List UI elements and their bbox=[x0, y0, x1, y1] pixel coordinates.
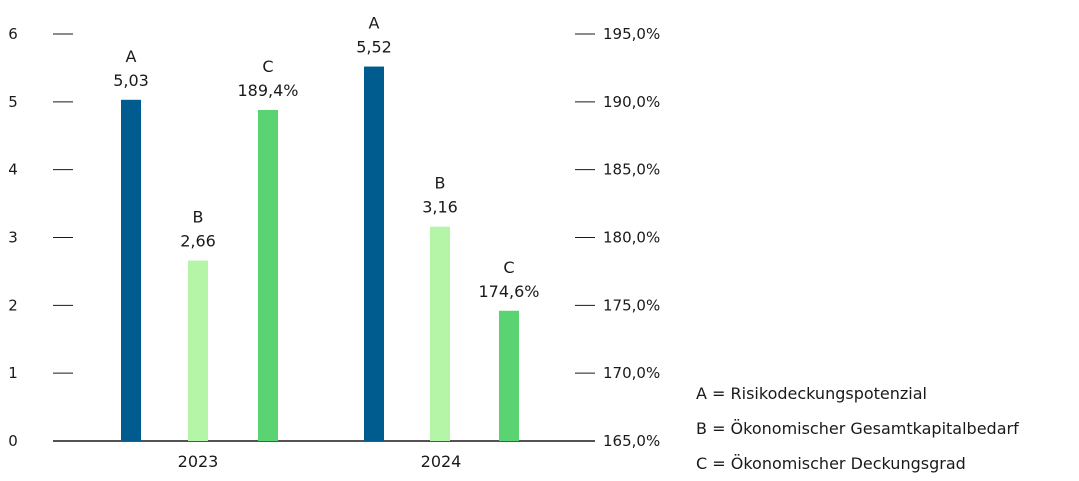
right-axis-tick-label: 165,0% bbox=[603, 432, 660, 450]
legend-entry-b: B = Ökonomischer Gesamtkapitalbedarf bbox=[696, 419, 1019, 438]
right-axis-tick-label: 175,0% bbox=[603, 296, 660, 314]
bar-series-letter: C bbox=[503, 258, 514, 277]
bar-b-2024 bbox=[430, 226, 450, 441]
bar-c-2024 bbox=[499, 310, 519, 441]
left-axis-tick-label: 1 bbox=[8, 364, 18, 382]
bar-value-label: 5,03 bbox=[113, 71, 149, 90]
legend-entry-c: C = Ökonomischer Deckungsgrad bbox=[696, 454, 966, 473]
bar-series-letter: A bbox=[126, 47, 137, 66]
bar-series-letter: B bbox=[193, 208, 204, 227]
bar-a-2023 bbox=[121, 99, 141, 441]
x-axis-category-label: 2023 bbox=[178, 452, 219, 470]
right-axis-tick-label: 190,0% bbox=[603, 93, 660, 111]
bar-value-label: 189,4% bbox=[237, 81, 298, 100]
left-axis-tick-label: 4 bbox=[8, 161, 18, 179]
bar-value-label: 2,66 bbox=[180, 232, 216, 251]
left-axis-tick-label: 5 bbox=[8, 93, 18, 111]
bar-value-label: 3,16 bbox=[422, 198, 458, 217]
bar-c-2023 bbox=[258, 109, 278, 442]
legend-entry-a: A = Risikodeckungspotenzial bbox=[696, 384, 927, 403]
x-axis-category-label: 2024 bbox=[421, 452, 462, 470]
right-axis-tick-label: 170,0% bbox=[603, 364, 660, 382]
left-axis-tick-label: 3 bbox=[8, 229, 18, 247]
bar-b-2023 bbox=[188, 260, 208, 441]
left-axis-tick-label: 6 bbox=[8, 25, 18, 43]
bar-value-label: 5,52 bbox=[356, 38, 392, 57]
bar-a-2024 bbox=[364, 66, 384, 441]
left-axis-tick-label: 0 bbox=[8, 432, 18, 450]
left-axis-tick-label: 2 bbox=[8, 296, 18, 314]
right-axis-tick-label: 185,0% bbox=[603, 161, 660, 179]
bar-value-label: 174,6% bbox=[478, 282, 539, 301]
legend: A = Risikodeckungspotenzial B = Ökonomis… bbox=[696, 376, 1019, 481]
bar-series-letter: A bbox=[369, 14, 380, 33]
bar-series-letter: C bbox=[262, 57, 273, 76]
bar-series-letter: B bbox=[435, 174, 446, 193]
right-axis-tick-label: 195,0% bbox=[603, 25, 660, 43]
right-axis-tick-label: 180,0% bbox=[603, 229, 660, 247]
bar-chart: 0 1 2 3 4 5 6 165,0% 170,0% 175,0% 180,0% 185,0% 190… bbox=[8, 14, 660, 470]
